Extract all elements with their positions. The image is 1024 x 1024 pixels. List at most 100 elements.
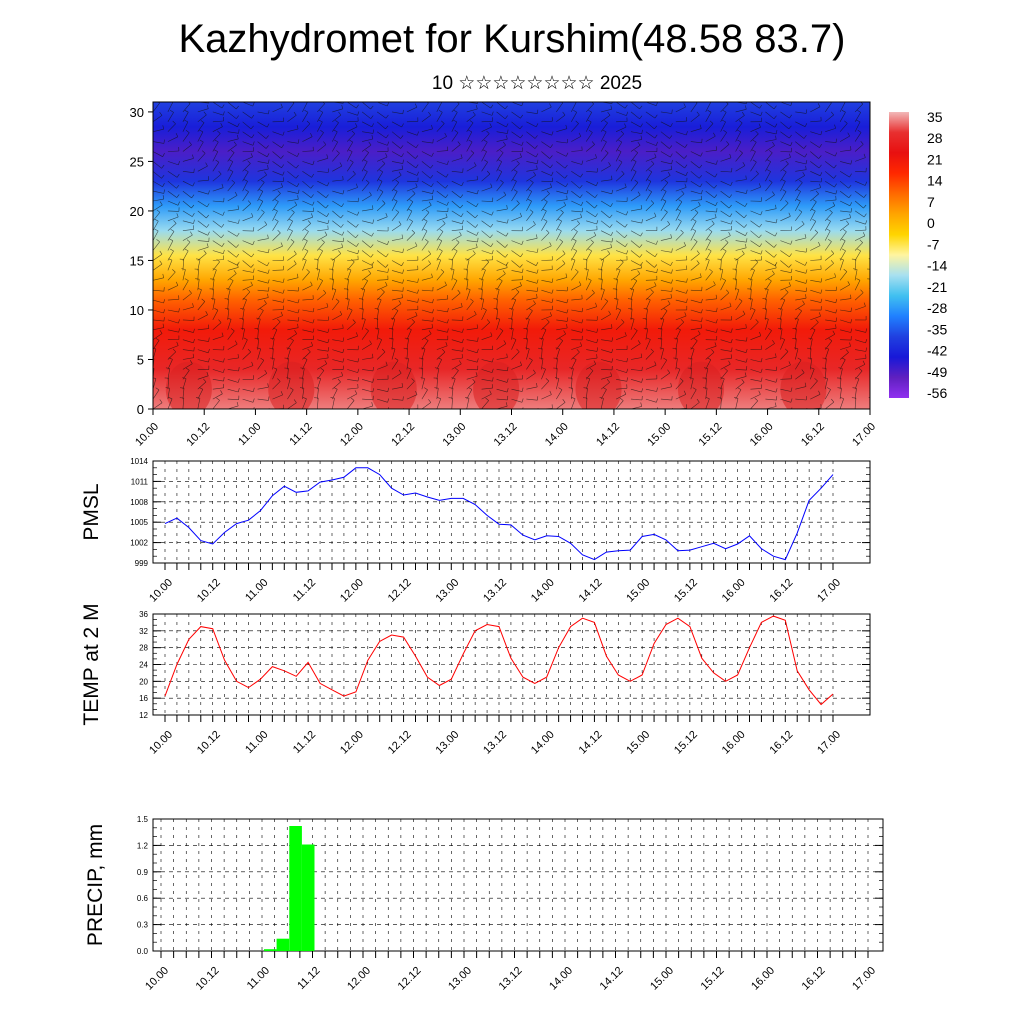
x-tick-label: 11.00 bbox=[243, 577, 270, 604]
x-tick-label: 16.12 bbox=[800, 965, 828, 993]
x-tick-label: 14.00 bbox=[529, 577, 557, 605]
panel-frame bbox=[152, 818, 884, 952]
x-tick-label: 13.12 bbox=[481, 577, 509, 605]
colorbar-label: -56 bbox=[927, 385, 947, 401]
y-tick-label: 1.2 bbox=[137, 841, 149, 850]
x-tick-label: 14.12 bbox=[598, 965, 626, 993]
x-tick-label: 12.00 bbox=[338, 577, 366, 605]
x-tick-label: 10.12 bbox=[195, 729, 223, 757]
colorbar-label: -35 bbox=[927, 321, 947, 337]
x-tick-label: 13.12 bbox=[497, 965, 525, 993]
x-tick-label: 17.00 bbox=[815, 577, 843, 605]
x-tick-label: 16.12 bbox=[799, 421, 827, 449]
colorbar-label: -49 bbox=[927, 364, 947, 380]
x-tick-label: 12.12 bbox=[389, 421, 417, 449]
x-tick-label: 12.12 bbox=[386, 577, 414, 605]
y-tick-label: 0.3 bbox=[137, 921, 149, 930]
x-tick-label: 14.00 bbox=[547, 965, 575, 993]
y-tick-label: 0.6 bbox=[137, 894, 149, 903]
warm-cell bbox=[370, 361, 417, 409]
x-tick-label: 12.00 bbox=[338, 729, 366, 757]
wind-barbs bbox=[153, 102, 870, 409]
y-tick-label: 20 bbox=[130, 204, 144, 219]
x-tick-label: 13.00 bbox=[440, 421, 468, 449]
x-tick-label: 11.12 bbox=[295, 965, 322, 992]
y-tick-label: 24 bbox=[139, 661, 148, 670]
precip-bar bbox=[276, 938, 290, 951]
x-tick-label: 15.00 bbox=[645, 421, 673, 449]
y-tick-label: 1.5 bbox=[137, 815, 149, 824]
chart-title: Kazhydromet for Kurshim(48.58 83.7) bbox=[178, 17, 846, 61]
colorbar-label: 7 bbox=[927, 194, 935, 210]
y-tick-label: 10 bbox=[130, 303, 144, 318]
x-tick-label: 14.00 bbox=[529, 729, 557, 757]
y-tick-label: 1011 bbox=[131, 477, 149, 486]
y-tick-label: 1008 bbox=[130, 498, 148, 507]
x-tick-label: 12.12 bbox=[386, 729, 414, 757]
x-tick-label: 16.12 bbox=[767, 577, 795, 605]
x-tick-label: 14.12 bbox=[594, 421, 622, 449]
x-tick-label: 11.12 bbox=[291, 577, 318, 604]
colorbar-label: 21 bbox=[927, 151, 943, 167]
x-tick-label: 10.00 bbox=[143, 965, 171, 993]
x-tick-label: 13.12 bbox=[492, 421, 520, 449]
x-tick-label: 11.00 bbox=[243, 729, 270, 756]
colorbar-label: -21 bbox=[927, 279, 947, 295]
x-tick-label: 14.00 bbox=[543, 421, 571, 449]
x-tick-label: 10.12 bbox=[184, 421, 212, 449]
y-axis-label: PMSL bbox=[80, 483, 103, 540]
colorbar-label: 0 bbox=[927, 215, 935, 231]
colorbar-label: -28 bbox=[927, 300, 947, 316]
x-tick-label: 17.00 bbox=[815, 729, 843, 757]
precip-bar bbox=[289, 826, 302, 951]
y-tick-label: 999 bbox=[135, 559, 149, 568]
x-tick-label: 15.12 bbox=[672, 577, 700, 605]
y-tick-label: 15 bbox=[130, 253, 144, 268]
y-axis-label: PRECIP, mm bbox=[84, 824, 107, 946]
colorbar-label: 14 bbox=[927, 173, 943, 189]
pmsl-panel: 999 1002 1005 1008 1011 1014 10.00 10.12 11.00 11… bbox=[80, 457, 871, 605]
x-tick-label: 10.12 bbox=[194, 965, 222, 993]
warm-cell bbox=[677, 361, 725, 409]
temp-panel: 12 16 20 24 28 32 36 10.00 10.12 11.00 11.12 12.00 1… bbox=[80, 603, 871, 757]
y-tick-label: 1014 bbox=[130, 457, 148, 466]
y-tick-label: 1002 bbox=[130, 539, 148, 548]
y-tick-label: 12 bbox=[139, 711, 148, 720]
x-tick-label: 13.00 bbox=[433, 729, 461, 757]
precip-bar bbox=[301, 844, 315, 951]
y-tick-label: 36 bbox=[139, 610, 148, 619]
colorbar-label: -14 bbox=[927, 258, 947, 274]
warm-cell bbox=[575, 361, 622, 409]
x-tick-label: 10.12 bbox=[195, 577, 223, 605]
x-tick-label: 15.00 bbox=[624, 729, 652, 757]
chart-subtitle: 10 ☆☆☆☆☆☆☆☆ 2025 bbox=[431, 73, 643, 94]
colorbar-fill bbox=[889, 112, 909, 398]
x-tick-label: 13.00 bbox=[433, 577, 461, 605]
x-tick-label: 14.12 bbox=[577, 577, 605, 605]
x-tick-label: 16.00 bbox=[749, 965, 777, 993]
x-tick-label: 12.12 bbox=[396, 965, 424, 993]
colorbar-label: 28 bbox=[927, 130, 943, 146]
x-tick-label: 10.00 bbox=[133, 421, 161, 449]
y-tick-label: 30 bbox=[130, 105, 144, 120]
x-tick-label: 14.12 bbox=[577, 729, 605, 757]
pmsl-line bbox=[164, 467, 834, 561]
heatmap-fill bbox=[153, 102, 870, 409]
x-tick-label: 11.12 bbox=[291, 729, 318, 756]
x-tick-label: 12.00 bbox=[345, 965, 373, 993]
panel-frame bbox=[152, 460, 871, 564]
colorbar-label: 35 bbox=[927, 109, 943, 125]
temperature-line bbox=[164, 615, 834, 706]
y-axis-label: TEMP at 2 M bbox=[80, 603, 103, 725]
y-tick-label: 0 bbox=[137, 402, 144, 417]
warm-cell bbox=[165, 361, 212, 409]
x-tick-label: 16.00 bbox=[720, 729, 748, 757]
y-tick-label: 28 bbox=[139, 644, 148, 653]
precip-panel: 0.0 0.3 0.6 0.9 1.2 1.5 10.00 10.12 11.00 11.12 12… bbox=[84, 815, 884, 993]
colorbar: 35 28 21 14 7 0 -7 -14 -21 -28 -35 -42 -49 -56 bbox=[889, 109, 947, 401]
colorbar-label: -42 bbox=[927, 343, 947, 359]
x-tick-label: 16.12 bbox=[767, 729, 795, 757]
x-tick-label: 13.12 bbox=[481, 729, 509, 757]
x-tick-label: 15.12 bbox=[699, 965, 727, 993]
